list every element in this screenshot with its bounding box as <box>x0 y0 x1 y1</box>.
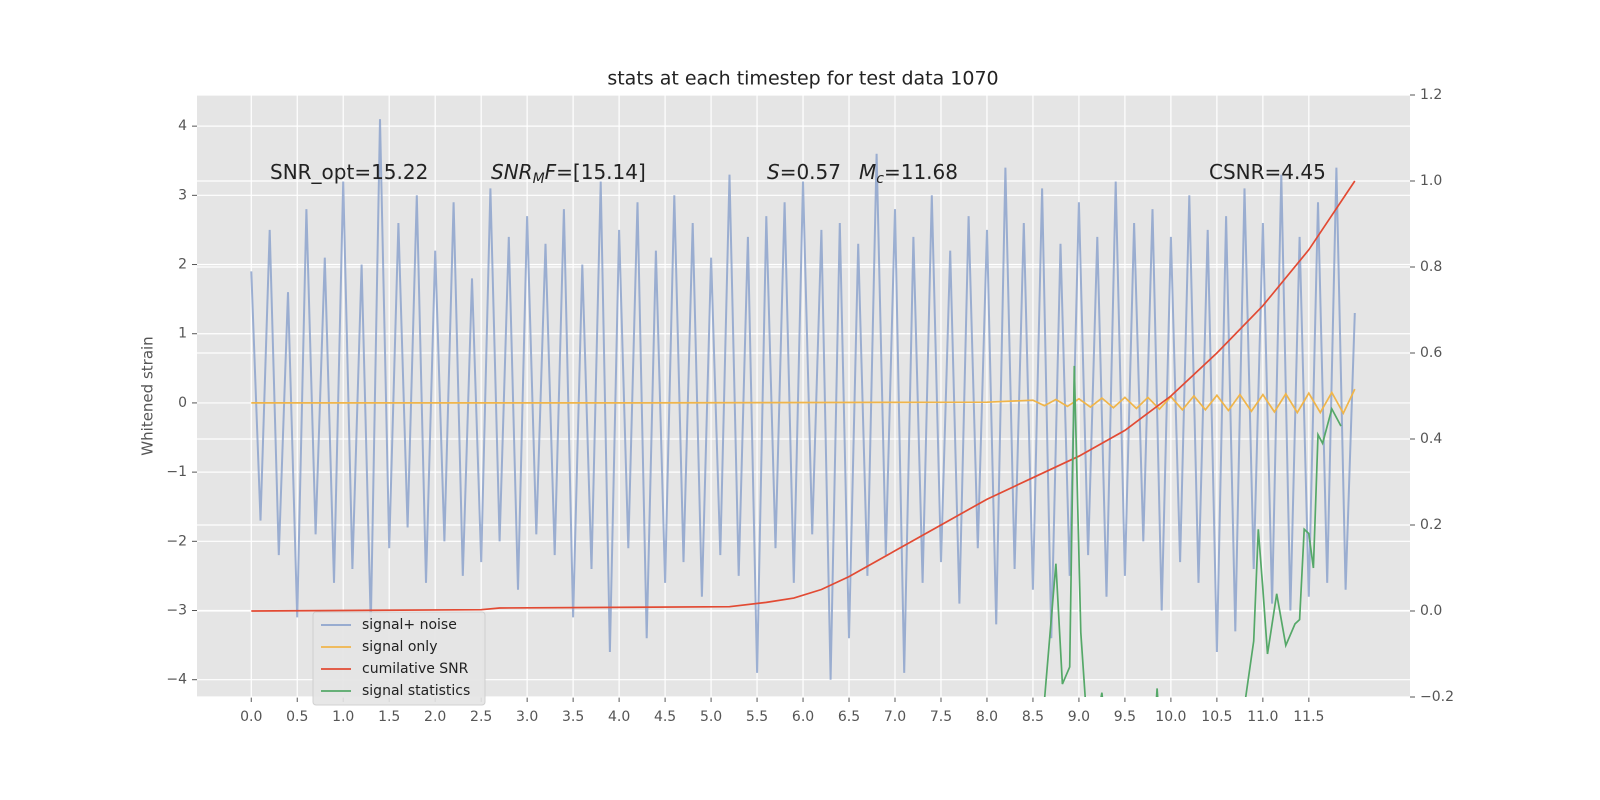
series-line <box>251 180 1356 612</box>
x-tick-label: 1.0 <box>332 709 354 725</box>
x-tick-label: 3.0 <box>516 709 538 725</box>
legend-box <box>312 611 486 706</box>
annotation-part: SNR <box>491 160 533 184</box>
y-tick-label: 2 <box>178 257 187 273</box>
series-line <box>1043 365 1342 697</box>
series-line <box>250 119 1356 680</box>
annotation: SNRMF=[15.14] <box>491 160 646 188</box>
annotation: S=0.57 <box>767 160 841 184</box>
y-axis-label: Whitened strain <box>139 336 157 455</box>
x-tick-label: 7.0 <box>884 709 906 725</box>
y2-tick-label: 1.2 <box>1420 87 1442 103</box>
annotation-part: M <box>859 160 876 184</box>
x-tick-label: 8.5 <box>1022 709 1044 725</box>
y2-tick-label: 0.4 <box>1420 431 1442 447</box>
x-tick-label: 4.0 <box>608 709 630 725</box>
legend-label: signal+ noise <box>362 617 457 633</box>
y2-tick-label: 0.6 <box>1420 345 1442 361</box>
annotation: CSNR=4.45 <box>1209 160 1326 184</box>
x-tick-label: 7.5 <box>930 709 952 725</box>
legend-label: signal only <box>362 639 437 655</box>
x-tick-label: 4.5 <box>654 709 676 725</box>
annotation-part: =11.68 <box>884 160 958 184</box>
legend-label: signal statistics <box>362 683 470 699</box>
annotation-part: SNR_opt=15.22 <box>270 160 428 184</box>
chart-title: stats at each timestep for test data 107… <box>607 68 998 90</box>
y-tick-label: 0 <box>178 395 187 411</box>
annotation-part: F <box>545 160 557 184</box>
annotation-part: M <box>533 171 545 187</box>
series-line <box>251 388 1356 416</box>
y2-tick-label: −0.2 <box>1420 689 1454 705</box>
x-tick-label: 8.0 <box>976 709 998 725</box>
y-tick-label: −2 <box>166 533 187 549</box>
x-tick-label: 1.5 <box>378 709 400 725</box>
x-tick-label: 10.0 <box>1155 709 1186 725</box>
x-tick-label: 2.0 <box>424 709 446 725</box>
x-tick-label: 6.5 <box>838 709 860 725</box>
x-tick-label: 3.5 <box>562 709 584 725</box>
y-tick-label: 4 <box>178 118 187 134</box>
annotation-part: =[15.14] <box>556 160 646 184</box>
legend-label: cumilative SNR <box>362 661 469 677</box>
x-tick-label: 9.5 <box>1114 709 1136 725</box>
x-tick-label: 10.5 <box>1201 709 1232 725</box>
annotation-part: =0.57 <box>780 160 841 184</box>
annotation-part: c <box>876 171 884 187</box>
x-tick-label: 6.0 <box>792 709 814 725</box>
x-tick-label: 11.0 <box>1247 709 1278 725</box>
y2-tick-label: 0.2 <box>1420 517 1442 533</box>
x-tick-label: 5.5 <box>746 709 768 725</box>
annotation-part: CSNR=4.45 <box>1209 160 1326 184</box>
y2-tick-label: 1.0 <box>1420 173 1442 189</box>
x-tick-label: 2.5 <box>470 709 492 725</box>
x-tick-label: 11.5 <box>1293 709 1324 725</box>
x-tick-label: 0.0 <box>240 709 262 725</box>
annotation: SNR_opt=15.22 <box>270 160 428 184</box>
y-tick-label: 3 <box>178 187 187 203</box>
y-tick-label: −3 <box>166 603 187 619</box>
y-tick-label: −4 <box>166 672 187 688</box>
x-tick-label: 5.0 <box>700 709 722 725</box>
x-tick-label: 0.5 <box>286 709 308 725</box>
y2-tick-label: 0.8 <box>1420 259 1442 275</box>
plot-lines <box>250 119 1356 697</box>
y-tick-label: 1 <box>178 326 187 342</box>
annotation: Mc=11.68 <box>859 160 958 188</box>
y2-tick-label: 0.0 <box>1420 603 1442 619</box>
y-tick-label: −1 <box>166 464 187 480</box>
annotation-part: S <box>767 160 780 184</box>
x-tick-label: 9.0 <box>1068 709 1090 725</box>
